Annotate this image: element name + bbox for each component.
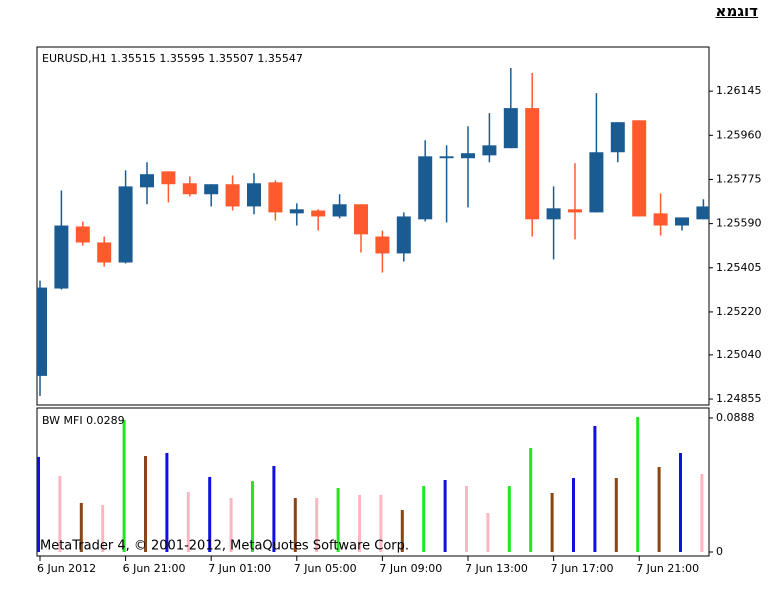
bar (465, 486, 468, 552)
x-tick-label: 7 Jun 01:00 (208, 562, 271, 575)
candle-body (568, 209, 582, 213)
candle-body (546, 208, 561, 220)
price-plot (37, 68, 709, 396)
bar (700, 473, 704, 552)
bar (572, 478, 575, 552)
candle-body (37, 287, 47, 376)
x-tick-label: 7 Jun 05:00 (294, 562, 357, 575)
candle-body (610, 122, 625, 153)
bar (486, 513, 490, 552)
bar (358, 494, 361, 552)
bar (614, 478, 618, 552)
bar (593, 425, 597, 552)
indicator-frame (36, 407, 710, 557)
candle-body (354, 204, 368, 235)
candle-body (503, 108, 518, 149)
candle-body (482, 145, 497, 156)
x-tick-label: 7 Jun 13:00 (465, 562, 528, 575)
y-tick-label: 1.25405 (716, 261, 762, 274)
candle-body (696, 206, 709, 220)
bar (336, 488, 340, 552)
y-tick-label: 1.25960 (716, 128, 762, 141)
bar (657, 467, 661, 552)
y-tick-label: 1.25220 (716, 305, 762, 318)
price-title: EURUSD,H1 1.35515 1.35595 1.35507 1.3554… (42, 52, 303, 65)
x-tick-label: 6 Jun 21:00 (123, 562, 186, 575)
indicator-title: BW MFI 0.0289 (42, 414, 125, 427)
y-tick-label: 1.25590 (716, 217, 762, 230)
price-frame (36, 46, 710, 406)
candle-body (289, 209, 304, 214)
candle-body (311, 210, 326, 217)
candle-body (97, 242, 112, 263)
y-tick-label: 0.0888 (716, 411, 755, 424)
bar (229, 497, 233, 552)
candle-body (75, 226, 90, 243)
watermark: MetaTrader 4, © 2001-2012, MetaQuotes So… (40, 539, 409, 554)
bar (507, 486, 511, 552)
bar (422, 486, 426, 552)
bar (679, 452, 682, 552)
candle-body (332, 204, 347, 217)
bar (293, 497, 297, 552)
candle-body (632, 120, 647, 217)
bar (101, 505, 105, 552)
candle-body (461, 153, 475, 159)
candle-body (118, 186, 133, 263)
x-tick-label: 7 Jun 17:00 (551, 562, 614, 575)
candle-body (140, 174, 154, 188)
bar (37, 456, 40, 552)
candle-body (268, 182, 283, 213)
candle-body (589, 152, 604, 213)
y-tick-label: 1.26145 (716, 84, 762, 97)
candle-body (418, 156, 433, 220)
x-tick-label: 7 Jun 21:00 (636, 562, 699, 575)
candle-body (653, 213, 668, 226)
candle-body (204, 184, 219, 195)
bar (315, 497, 319, 552)
bar (165, 452, 169, 552)
bar (636, 417, 640, 552)
x-tick-label: 7 Jun 09:00 (379, 562, 442, 575)
candle-body (396, 216, 411, 254)
bar (186, 491, 190, 552)
y-tick-label: 1.24855 (716, 392, 762, 405)
bar (443, 480, 447, 552)
candle-body (675, 217, 689, 226)
candle-body (525, 108, 540, 220)
candle-body (161, 171, 176, 185)
candle-body (439, 156, 454, 159)
indicator-plot (37, 417, 704, 552)
bar (251, 481, 254, 552)
bar (529, 448, 533, 552)
y-tick-label: 1.25775 (716, 172, 762, 185)
y-tick-label: 1.25040 (716, 348, 762, 361)
bar (79, 502, 83, 552)
heading: דוגמא (715, 2, 758, 20)
bar (400, 510, 404, 552)
candle-body (182, 183, 197, 195)
bar (272, 465, 276, 552)
bar (550, 492, 554, 552)
x-tick-label: 6 Jun 2012 (37, 562, 96, 575)
bar (208, 476, 212, 552)
bar (58, 475, 62, 552)
y-tick-label: 0 (716, 545, 723, 558)
candle-body (247, 183, 261, 207)
candle-body (375, 236, 390, 254)
bar (379, 494, 383, 552)
candle-body (54, 225, 69, 289)
bar (122, 419, 126, 552)
bar (144, 456, 147, 552)
candle-body (225, 184, 240, 207)
